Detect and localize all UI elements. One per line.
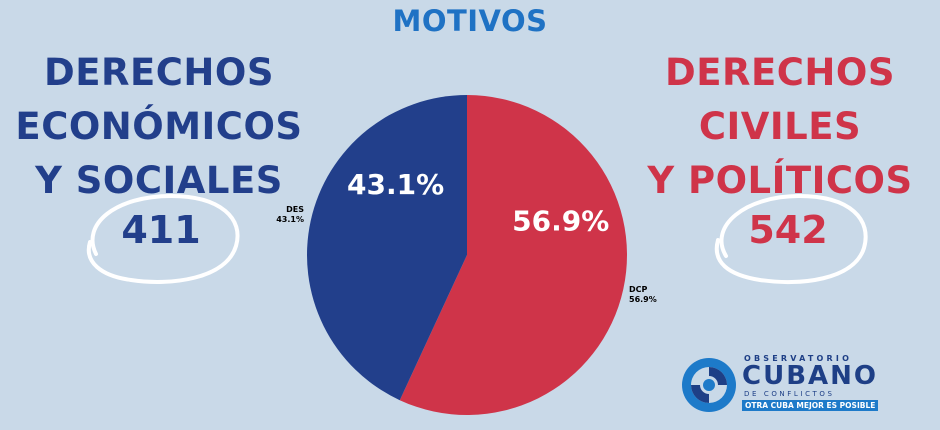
dcp-heading: DERECHOS CIVILES Y POLÍTICOS bbox=[630, 46, 930, 208]
slice-outer-label-dcp: DCP 56.9% bbox=[629, 285, 657, 304]
des-heading: DERECHOS ECONÓMICOS Y SOCIALES bbox=[0, 46, 318, 208]
slice-outer-label-des: DES 43.1% bbox=[276, 205, 304, 224]
dcp-count-circle bbox=[714, 193, 868, 285]
logo-text-conflictos: DE CONFLICTOS bbox=[744, 390, 835, 398]
logo-text-cubano: CUBANO bbox=[742, 361, 878, 391]
observatorio-logo: OBSERVATORIO CUBANO DE CONFLICTOS OTRA C… bbox=[680, 352, 890, 418]
des-heading-line: ECONÓMICOS bbox=[15, 105, 303, 148]
slice-value-label-des: 43.1% bbox=[347, 168, 444, 201]
slice-value-label-dcp: 56.9% bbox=[512, 205, 609, 238]
logo-swirl-icon bbox=[682, 358, 736, 412]
dcp-heading-line: DERECHOS bbox=[665, 51, 895, 94]
dcp-count: 542 bbox=[748, 208, 828, 252]
chart-title: MOTIVOS bbox=[392, 4, 548, 38]
logo-tagline: OTRA CUBA MEJOR ES POSIBLE bbox=[742, 400, 879, 411]
logo-text-observatorio: OBSERVATORIO bbox=[744, 354, 853, 363]
des-count: 411 bbox=[121, 208, 201, 252]
dcp-heading-line: Y POLÍTICOS bbox=[647, 159, 913, 202]
pie-slice-des bbox=[307, 95, 467, 401]
dcp-heading-line: CIVILES bbox=[698, 105, 862, 148]
pie-slice-dcp bbox=[399, 95, 627, 415]
des-heading-line: DERECHOS bbox=[44, 51, 274, 94]
des-count-circle bbox=[86, 193, 240, 284]
